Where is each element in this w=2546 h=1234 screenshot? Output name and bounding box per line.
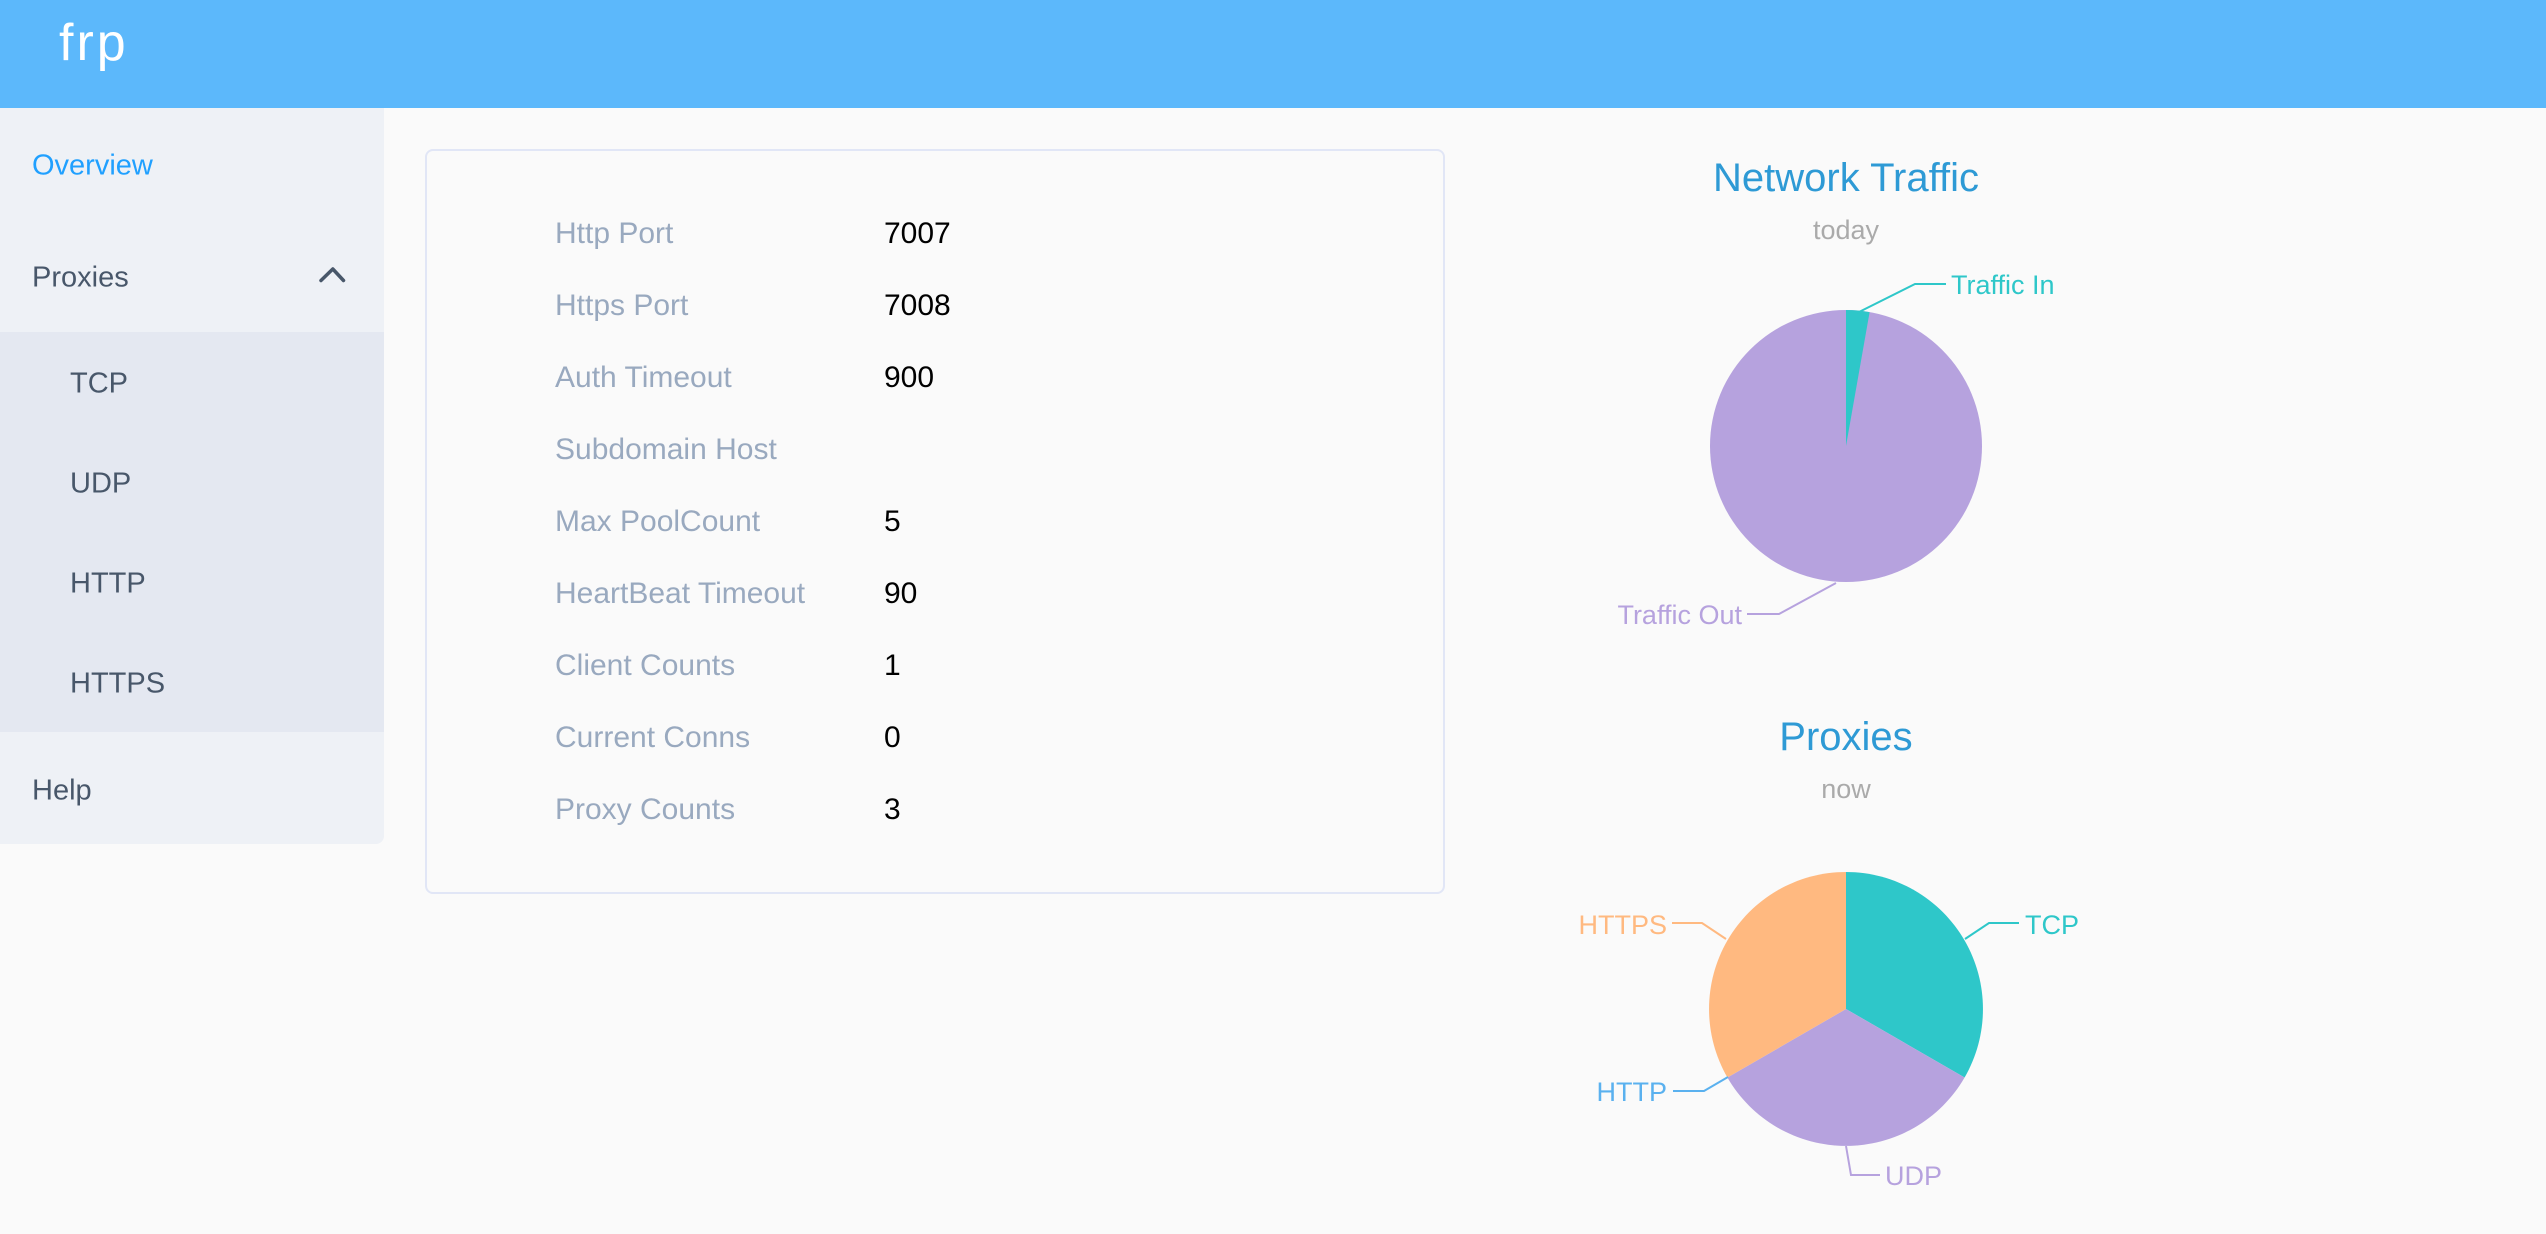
svg-text:Proxies: Proxies — [1779, 715, 1912, 759]
svg-text:now: now — [1821, 774, 1871, 804]
svg-text:TCP: TCP — [2025, 910, 2079, 940]
svg-text:Traffic Out: Traffic Out — [1617, 600, 1742, 630]
svg-text:UDP: UDP — [1885, 1161, 1942, 1191]
svg-text:HTTPS: HTTPS — [1578, 910, 1667, 940]
svg-text:Traffic In: Traffic In — [1951, 270, 2055, 300]
svg-text:HTTP: HTTP — [1597, 1077, 1668, 1107]
svg-text:today: today — [1813, 215, 1880, 245]
svg-text:Network Traffic: Network Traffic — [1713, 156, 1979, 200]
